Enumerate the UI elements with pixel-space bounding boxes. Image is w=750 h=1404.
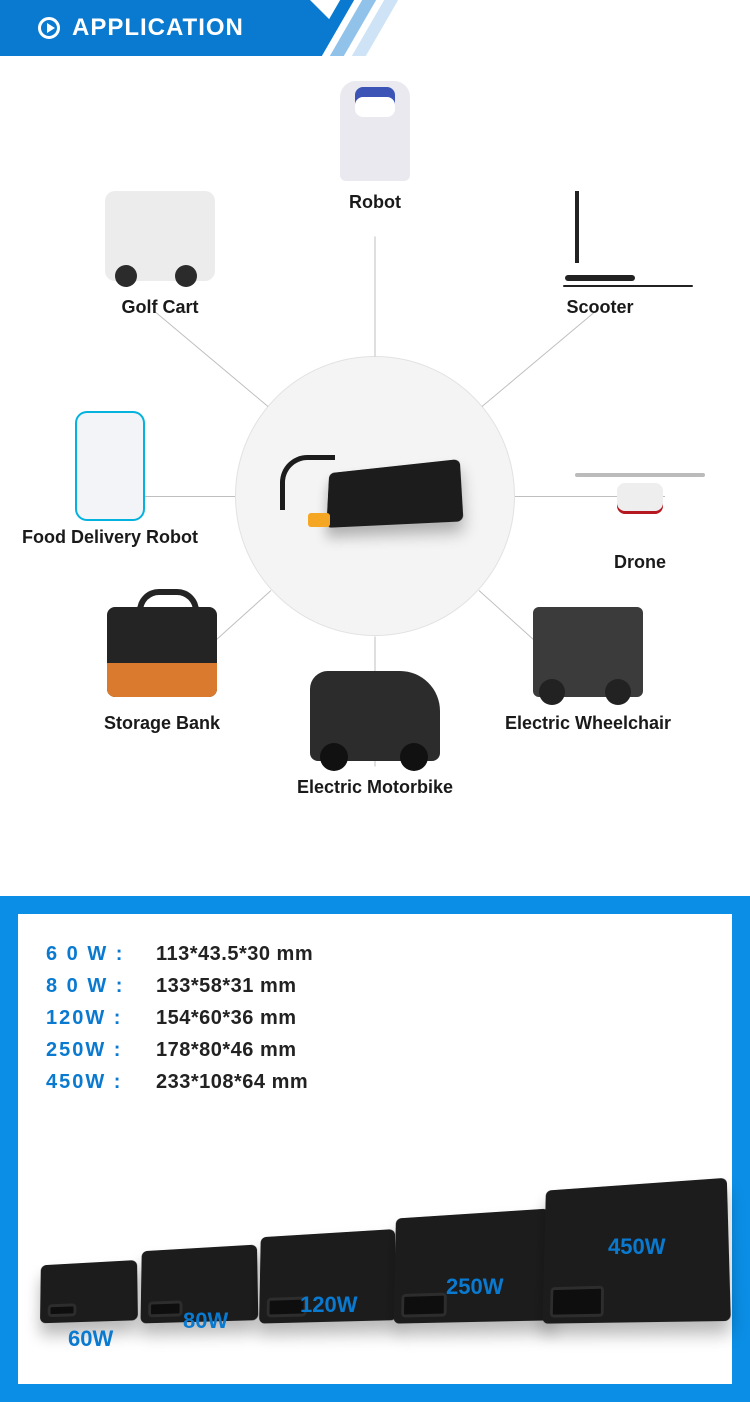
- app-node-robot: Robot: [285, 76, 465, 213]
- header-stripes: [324, 0, 390, 56]
- header-title: APPLICATION: [72, 14, 244, 42]
- play-icon: [38, 17, 60, 39]
- app-node-golf: Golf Cart: [70, 181, 250, 318]
- spoke-line: [153, 310, 269, 407]
- adapter-label-250w: 250W: [446, 1274, 503, 1300]
- size-row: 8 0 W : 133*58*31 mm: [46, 970, 704, 1002]
- adapter-label-60w: 60W: [68, 1326, 113, 1352]
- header-banner: APPLICATION: [0, 0, 310, 56]
- spoke-line: [375, 237, 376, 357]
- adapter-250w: [390, 1212, 550, 1322]
- app-node-storage: Storage Bank: [72, 597, 252, 734]
- size-dimension: 133*58*31 mm: [156, 970, 297, 1002]
- wheelchair-icon: [513, 597, 663, 707]
- motorbike-icon: [300, 661, 450, 771]
- app-label-food: Food Delivery Robot: [20, 527, 200, 548]
- spoke-line: [482, 310, 598, 407]
- hub-circle: [235, 356, 515, 636]
- robot-icon: [300, 76, 450, 186]
- size-panel: 6 0 W : 113*43.5*30 mm 8 0 W : 133*58*31 mm…: [0, 896, 750, 1402]
- adapter-60w: [38, 1262, 138, 1322]
- size-dimension: 154*60*36 mm: [156, 1002, 297, 1034]
- size-wattage: 120W :: [46, 1002, 146, 1034]
- size-row: 250W : 178*80*46 mm: [46, 1034, 704, 1066]
- size-wattage: 6 0 W :: [46, 938, 146, 970]
- app-label-drone: Drone: [550, 552, 730, 573]
- app-label-wheelchair: Electric Wheelchair: [498, 713, 678, 734]
- storage-icon: [87, 597, 237, 707]
- app-label-golf: Golf Cart: [70, 297, 250, 318]
- section-header: APPLICATION: [0, 0, 750, 56]
- size-wattage: 8 0 W :: [46, 970, 146, 1002]
- app-label-robot: Robot: [285, 192, 465, 213]
- size-dimension: 113*43.5*30 mm: [156, 938, 313, 970]
- food-icon: [35, 411, 185, 521]
- app-node-motorbike: Electric Motorbike: [285, 661, 465, 798]
- app-node-drone: Drone: [550, 436, 730, 573]
- app-node-food: Food Delivery Robot: [20, 411, 200, 548]
- adapter-label-80w: 80W: [183, 1308, 228, 1334]
- app-node-scooter: Scooter: [510, 181, 690, 318]
- size-wattage: 250W :: [46, 1034, 146, 1066]
- drone-icon: [565, 436, 715, 546]
- application-diagram: Robot Scooter Drone Electric Wheelchair Elec…: [0, 56, 750, 896]
- adapter-label-450w: 450W: [608, 1234, 665, 1260]
- app-label-scooter: Scooter: [510, 297, 690, 318]
- adapter-label-120w: 120W: [300, 1292, 357, 1318]
- hub-product-image: [270, 455, 480, 537]
- adapter-lineup: 60W 80W 120W 250W 450W: [38, 1076, 712, 1356]
- golf-icon: [85, 181, 235, 291]
- size-panel-inner: 6 0 W : 113*43.5*30 mm 8 0 W : 133*58*31 mm…: [18, 914, 732, 1384]
- size-dimension: 178*80*46 mm: [156, 1034, 297, 1066]
- size-spec-list: 6 0 W : 113*43.5*30 mm 8 0 W : 133*58*31 mm…: [46, 938, 704, 1098]
- app-node-wheelchair: Electric Wheelchair: [498, 597, 678, 734]
- app-label-motorbike: Electric Motorbike: [285, 777, 465, 798]
- size-row: 120W : 154*60*36 mm: [46, 1002, 704, 1034]
- app-label-storage: Storage Bank: [72, 713, 252, 734]
- size-row: 6 0 W : 113*43.5*30 mm: [46, 938, 704, 970]
- scooter-icon: [525, 181, 675, 291]
